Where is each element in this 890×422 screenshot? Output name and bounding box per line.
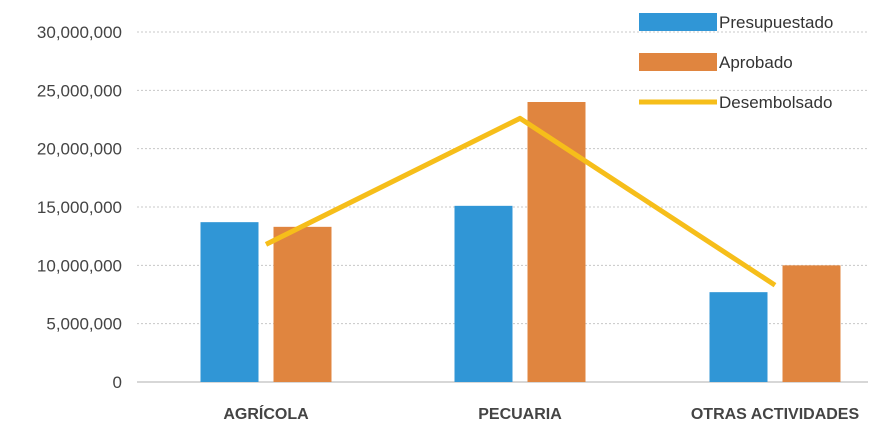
y-tick-label: 5,000,000	[46, 315, 122, 334]
bar-presupuestado-0	[200, 222, 259, 382]
legend-swatch-aprobado	[639, 53, 717, 71]
y-tick-label: 30,000,000	[37, 23, 122, 42]
bars	[200, 102, 841, 382]
bar-presupuestado-2	[709, 292, 768, 382]
legend-swatch-presupuestado	[639, 13, 717, 31]
x-category-label: OTRAS ACTIVIDADES	[691, 406, 860, 422]
x-category-label: AGRÍCOLA	[223, 404, 309, 422]
bar-presupuestado-1	[454, 205, 513, 382]
y-tick-label: 25,000,000	[37, 81, 122, 100]
bar-aprobado-2	[782, 265, 841, 382]
legend-label-presupuestado: Presupuestado	[719, 13, 833, 32]
y-tick-label: 15,000,000	[37, 198, 122, 217]
line-series	[264, 115, 777, 288]
legend: Presupuestado Aprobado Desembolsado	[639, 13, 833, 112]
bar-aprobado-1	[527, 102, 586, 382]
y-tick-label: 20,000,000	[37, 140, 122, 159]
legend-label-aprobado: Aprobado	[719, 53, 793, 72]
x-category-label: PECUARIA	[478, 406, 562, 422]
bar-aprobado-0	[273, 226, 332, 382]
y-tick-label: 10,000,000	[37, 256, 122, 275]
legend-label-desembolsado: Desembolsado	[719, 93, 832, 112]
y-tick-label: 0	[113, 373, 122, 392]
y-axis-tick-labels: 0 5,000,000 10,000,000 15,000,000 20,000,000…	[37, 23, 122, 392]
line-desembolsado	[264, 115, 777, 288]
x-axis-category-labels: AGRÍCOLA PECUARIA OTRAS ACTIVIDADES	[223, 404, 859, 422]
